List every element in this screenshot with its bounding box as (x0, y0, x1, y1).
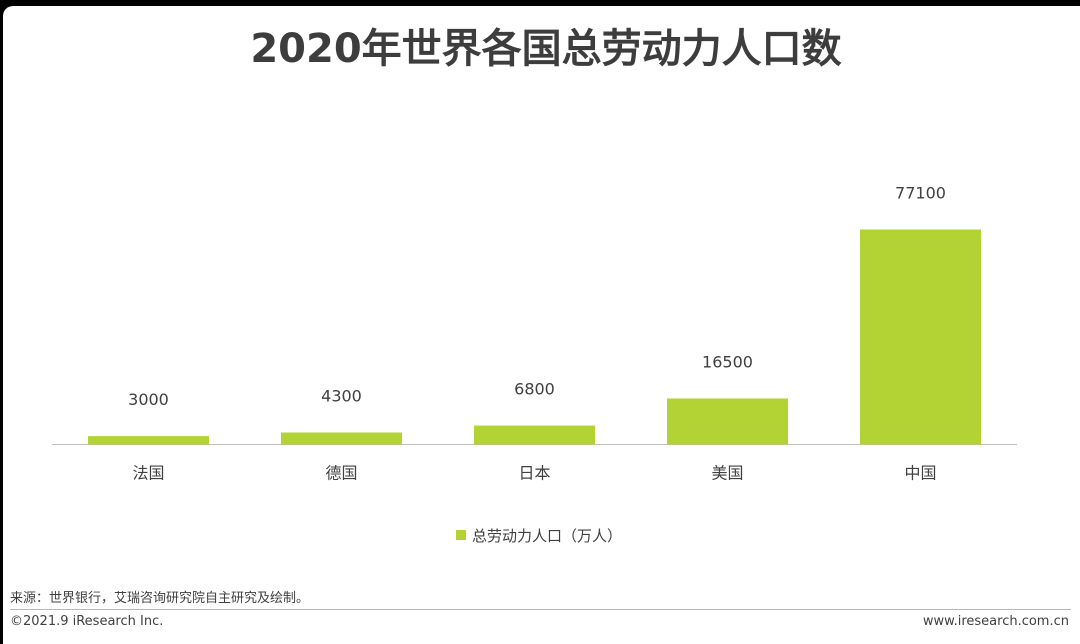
legend-swatch (456, 530, 466, 540)
data-label: 77100 (895, 183, 946, 202)
bar (474, 425, 595, 445)
x-tick-label: 法国 (132, 464, 164, 483)
data-label: 3000 (128, 390, 169, 409)
data-label: 16500 (702, 352, 753, 371)
copyright: ©2021.9 iResearch Inc. (10, 614, 164, 629)
website-link[interactable]: www.iresearch.com.cn (922, 614, 1069, 629)
page: 2020年世界各国总劳动力人口数 3000 法国 4300 德国 6800 日本 16500… (3, 6, 1080, 644)
chart-title: 2020年世界各国总劳动力人口数 (250, 26, 842, 72)
bar (88, 436, 209, 445)
bar-chart: 3000 法国 4300 德国 6800 日本 16500 美国 77100 中国 (52, 183, 1017, 483)
bar (281, 432, 402, 445)
x-tick-label: 德国 (325, 464, 357, 483)
data-label: 4300 (321, 387, 362, 406)
bar (667, 398, 788, 445)
legend: 总劳动力人口（万人） (456, 521, 622, 549)
data-label: 6800 (514, 380, 555, 399)
x-tick-label: 日本 (518, 464, 550, 483)
footer-divider (10, 609, 1071, 610)
x-tick-label: 美国 (711, 464, 743, 483)
legend-label: 总劳动力人口（万人） (472, 526, 623, 545)
x-tick-label: 中国 (904, 464, 936, 483)
source-note: 来源：世界银行，艾瑞咨询研究院自主研究及绘制。 (10, 591, 310, 606)
bar (860, 229, 981, 445)
